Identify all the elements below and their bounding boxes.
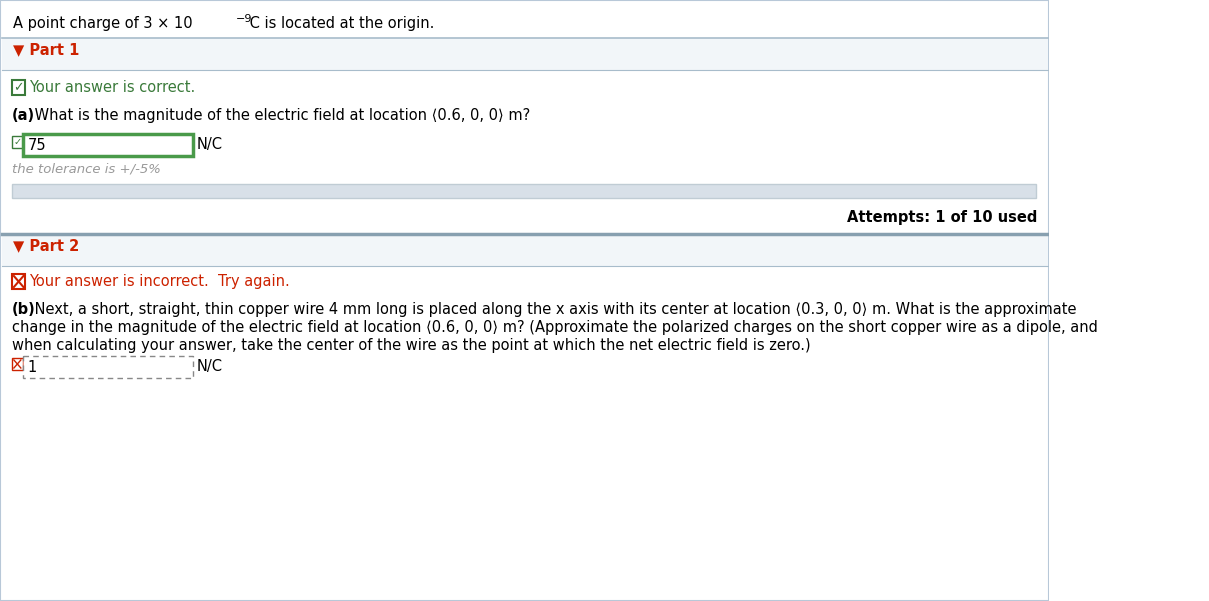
FancyBboxPatch shape — [23, 356, 192, 378]
Text: Your answer is correct.: Your answer is correct. — [29, 80, 196, 95]
Text: A point charge of 3 × 10: A point charge of 3 × 10 — [13, 16, 192, 31]
FancyBboxPatch shape — [12, 80, 25, 95]
Text: N/C: N/C — [196, 138, 222, 153]
Text: ✓: ✓ — [13, 137, 22, 147]
Text: What is the magnitude of the electric field at location ⟨0.6, 0, 0⟩ m?: What is the magnitude of the electric fi… — [30, 108, 531, 123]
FancyBboxPatch shape — [23, 134, 192, 156]
FancyBboxPatch shape — [12, 184, 1036, 198]
Text: ▼ Part 1: ▼ Part 1 — [13, 42, 80, 57]
FancyBboxPatch shape — [0, 0, 1049, 601]
Text: Attempts: 1 of 10 used: Attempts: 1 of 10 used — [846, 210, 1037, 225]
Text: change in the magnitude of the electric field at location ⟨0.6, 0, 0⟩ m? (Approx: change in the magnitude of the electric … — [12, 320, 1098, 335]
Text: the tolerance is +/-5%: the tolerance is +/-5% — [12, 162, 161, 175]
Text: when calculating your answer, take the center of the wire as the point at which : when calculating your answer, take the c… — [12, 338, 811, 353]
FancyBboxPatch shape — [12, 358, 23, 370]
Text: Next, a short, straight, thin copper wire 4 mm long is placed along the x axis w: Next, a short, straight, thin copper wir… — [30, 302, 1077, 317]
Text: −9: −9 — [236, 14, 253, 24]
Text: 1: 1 — [28, 359, 37, 374]
Text: C is located at the origin.: C is located at the origin. — [244, 16, 434, 31]
Text: Your answer is incorrect.  Try again.: Your answer is incorrect. Try again. — [29, 274, 290, 289]
Text: 75: 75 — [28, 138, 46, 153]
FancyBboxPatch shape — [12, 136, 23, 148]
Text: ✓: ✓ — [13, 81, 24, 94]
Text: (a): (a) — [12, 108, 35, 123]
FancyBboxPatch shape — [12, 274, 25, 289]
FancyBboxPatch shape — [1, 234, 1047, 266]
Text: N/C: N/C — [196, 359, 222, 374]
Text: (b): (b) — [12, 302, 36, 317]
Text: ▼ Part 2: ▼ Part 2 — [13, 238, 80, 253]
FancyBboxPatch shape — [1, 38, 1047, 70]
